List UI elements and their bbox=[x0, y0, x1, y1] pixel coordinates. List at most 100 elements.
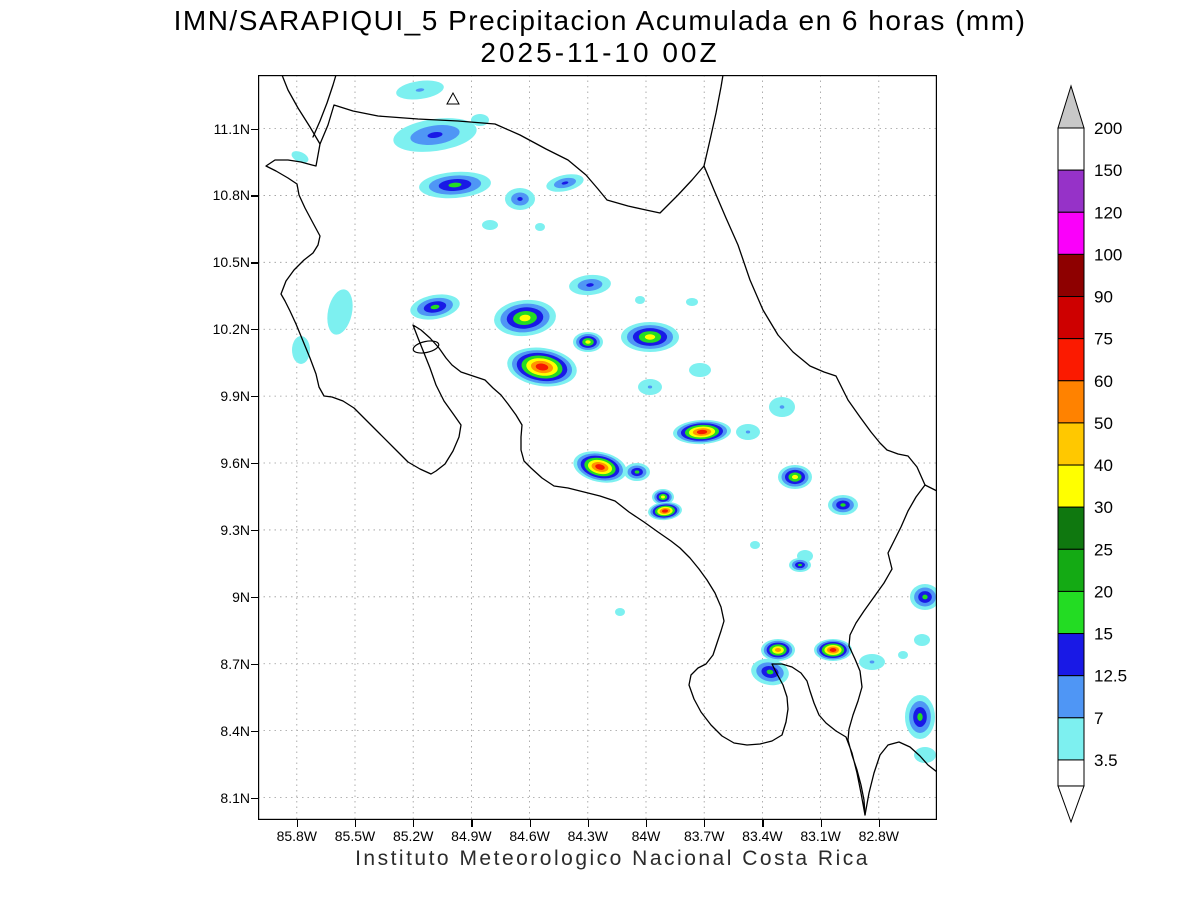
map-plot bbox=[258, 74, 940, 820]
precip-cell-ring bbox=[689, 363, 711, 377]
axis-tick bbox=[878, 820, 880, 827]
colorbar-band bbox=[1057, 211, 1085, 255]
precip-cell-ring bbox=[535, 363, 549, 371]
map-canvas bbox=[258, 74, 940, 820]
axis-tick bbox=[587, 820, 589, 827]
precip-cell-ring bbox=[869, 660, 875, 664]
precip-cell-ring bbox=[914, 634, 930, 646]
colorbar-band bbox=[1057, 759, 1085, 787]
lon-tick-label: 83.1W bbox=[800, 828, 841, 844]
axis-tick bbox=[251, 797, 258, 799]
axis-tick bbox=[251, 329, 258, 331]
colorbar-band bbox=[1057, 633, 1085, 677]
lat-tick-label: 9.6N bbox=[220, 455, 250, 472]
precip-cell-ring bbox=[696, 429, 708, 435]
precip-cell-ring bbox=[661, 495, 665, 499]
axis-tick bbox=[471, 820, 473, 827]
precip-layer bbox=[291, 80, 940, 763]
colorbar-label: 100 bbox=[1094, 245, 1122, 264]
precip-cell-ring bbox=[914, 747, 936, 763]
precip-cell-ring bbox=[595, 464, 605, 470]
colorbar-band bbox=[1057, 380, 1085, 424]
axis-tick bbox=[646, 820, 648, 827]
colorbar-label: 150 bbox=[1094, 161, 1122, 180]
colorbar-label: 15 bbox=[1094, 625, 1113, 644]
footer-caption: Instituto Meteorologico Nacional Costa R… bbox=[355, 847, 870, 870]
precip-cell-ring bbox=[647, 385, 653, 389]
precip-cell-ring bbox=[448, 182, 462, 188]
colorbar-label: 7 bbox=[1094, 709, 1103, 728]
coastline-path bbox=[265, 104, 926, 816]
precip-cell-ring bbox=[644, 334, 656, 340]
precip-cell-ring bbox=[291, 151, 309, 163]
precip-cell-ring bbox=[922, 594, 928, 600]
lat-tick-label: 8.1N bbox=[220, 789, 250, 806]
precip-cell-ring bbox=[791, 474, 799, 480]
precip-cell-ring bbox=[798, 563, 802, 567]
axis-tick bbox=[529, 820, 531, 827]
axis-tick bbox=[251, 262, 258, 264]
lon-tick-label: 85.5W bbox=[334, 828, 376, 844]
gridlines-layer bbox=[258, 75, 937, 820]
lon-tick-label: 84.6W bbox=[509, 828, 550, 844]
precip-cell-ring bbox=[517, 197, 523, 201]
axis-tick bbox=[251, 596, 258, 598]
lat-tick-label: 9.3N bbox=[220, 521, 250, 538]
precip-cell-ring bbox=[635, 296, 645, 304]
lon-tick-label: 83.7W bbox=[683, 828, 725, 844]
precip-cell-ring bbox=[750, 541, 760, 549]
precip-cell-ring bbox=[561, 181, 569, 185]
chart-subtitle: 2025-11-10 00Z bbox=[480, 37, 720, 68]
colorbar: 200 150 120 100 90 75 60 50 40 30 25 20 15 12.5 7 3.5 bbox=[1050, 80, 1200, 840]
lon-tick-label: 84.9W bbox=[451, 828, 492, 844]
coastline-layer bbox=[265, 74, 938, 816]
lat-tick-label: 8.7N bbox=[220, 655, 250, 672]
plot-frame bbox=[258, 75, 937, 820]
colorbar-label: 3.5 bbox=[1094, 751, 1118, 770]
precip-cell-ring bbox=[774, 648, 782, 652]
precip-cell-ring bbox=[898, 651, 908, 659]
colorbar-band bbox=[1057, 675, 1085, 719]
axis-tick bbox=[251, 663, 258, 665]
precip-cell-ring bbox=[615, 608, 625, 616]
precip-cell-ring bbox=[661, 509, 669, 513]
lat-tick-label: 11.1N bbox=[213, 120, 250, 137]
lat-tick-label: 9.9N bbox=[220, 388, 250, 405]
precip-cell-ring bbox=[766, 669, 774, 675]
axis-tick bbox=[251, 195, 258, 197]
coastline-path bbox=[281, 74, 321, 145]
axis-tick bbox=[251, 128, 258, 130]
axis-tick bbox=[704, 820, 706, 827]
axis-tick bbox=[355, 820, 357, 827]
lon-tick-label: 84W bbox=[631, 828, 661, 844]
precip-cell-ring bbox=[430, 304, 440, 310]
colorbar-band bbox=[1057, 464, 1085, 508]
colorbar-band bbox=[1057, 590, 1085, 635]
axis-tick bbox=[251, 730, 258, 732]
colorbar-label: 30 bbox=[1094, 498, 1113, 517]
colorbar-band bbox=[1057, 717, 1085, 761]
colorbar-arrow-bottom bbox=[1057, 785, 1085, 824]
precip-cell-ring bbox=[586, 283, 594, 287]
colorbar-arrow-top bbox=[1057, 84, 1085, 129]
colorbar-band bbox=[1057, 338, 1085, 382]
precip-cell-ring bbox=[535, 223, 545, 231]
colorbar-band bbox=[1057, 506, 1085, 550]
colorbar-band bbox=[1057, 296, 1085, 340]
precip-cell-ring bbox=[745, 430, 751, 434]
colorbar-label: 50 bbox=[1094, 414, 1113, 433]
lon-tick-label: 82.8W bbox=[858, 828, 900, 844]
precip-cell-ring bbox=[686, 298, 698, 306]
chira-island-outline bbox=[412, 340, 440, 354]
precip-cell-ring bbox=[585, 340, 591, 344]
axis-tick bbox=[820, 820, 822, 827]
colorbar-label: 90 bbox=[1094, 288, 1113, 307]
coastline-path bbox=[864, 741, 938, 816]
lon-tick-label: 85.8W bbox=[276, 828, 318, 844]
axis-tick bbox=[251, 529, 258, 532]
precip-cell-ring bbox=[471, 114, 489, 126]
precip-cell-ring bbox=[634, 470, 640, 474]
colorbar-label: 120 bbox=[1094, 203, 1122, 222]
colorbar-band bbox=[1057, 422, 1085, 466]
precip-cell-ring bbox=[427, 131, 443, 139]
